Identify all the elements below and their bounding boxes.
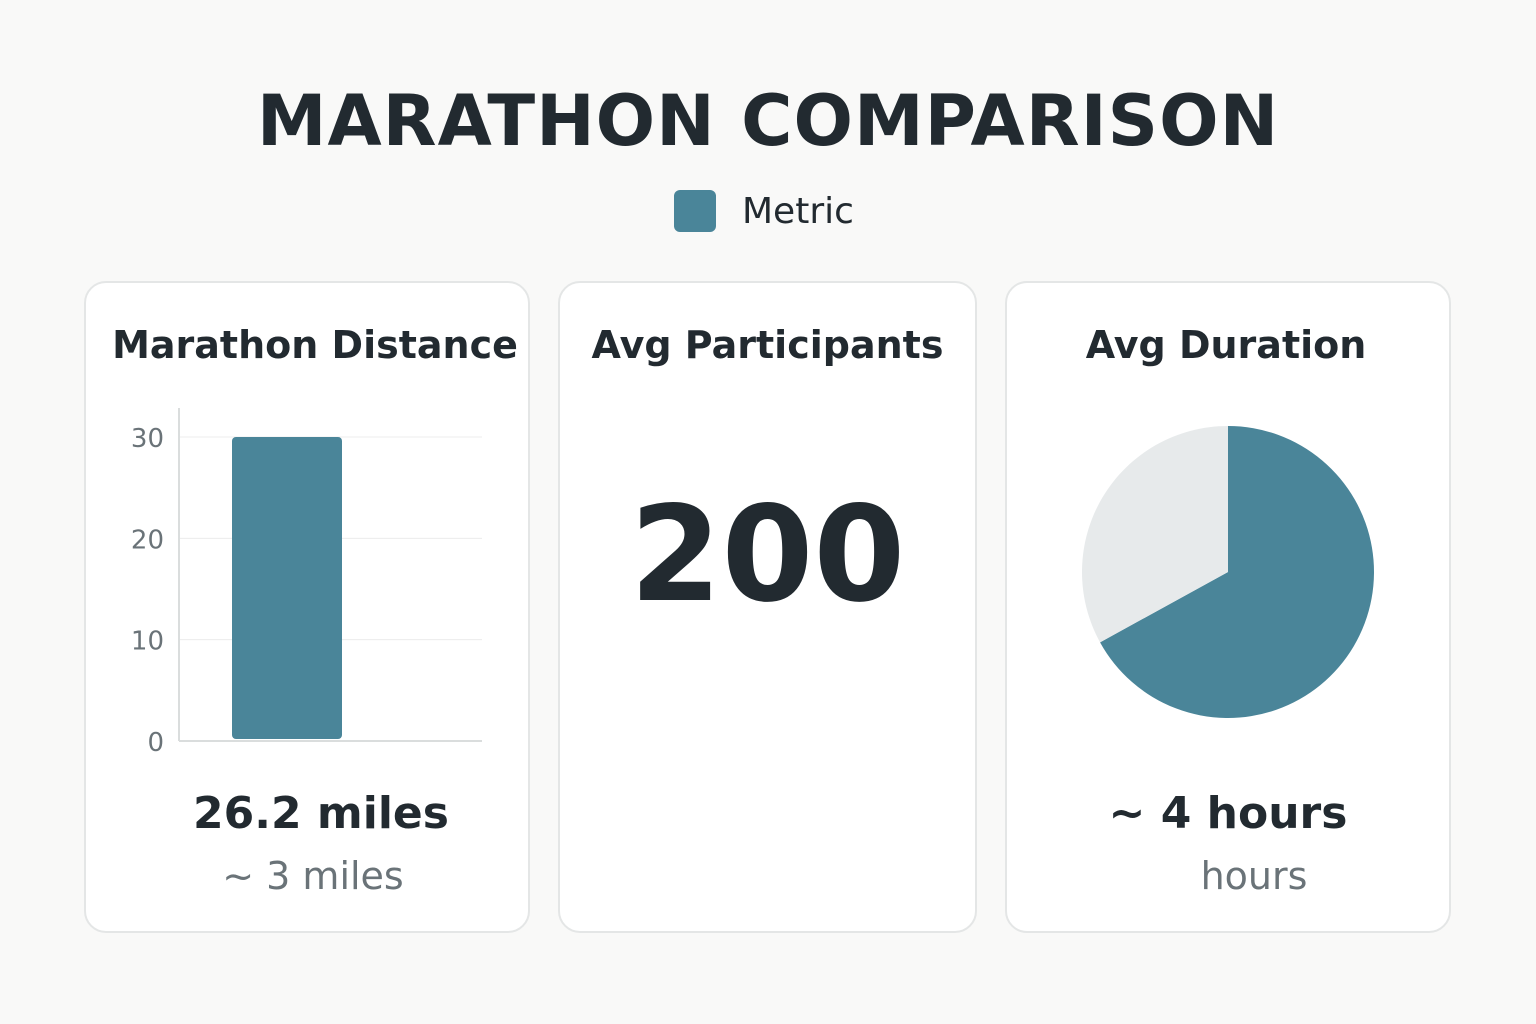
- distance-bar-chart: 0 10 20 30: [131, 408, 482, 758]
- participants-card-title: Avg Participants: [591, 323, 944, 367]
- pie-slice: [1082, 426, 1228, 643]
- participants-value: 200: [629, 478, 906, 632]
- legend-swatch: [674, 190, 716, 232]
- distance-card-title: Marathon Distance: [112, 323, 518, 367]
- y-tick-label: 30: [131, 424, 164, 454]
- pie-slice: [1100, 426, 1374, 718]
- legend: Metric: [674, 188, 854, 234]
- duration-card: Avg Duration ~ 4 hours hours: [1005, 281, 1451, 933]
- duration-subtext: hours: [1200, 854, 1308, 898]
- duration-pie-chart: [1082, 426, 1374, 718]
- y-tick-label: 10: [131, 627, 164, 657]
- bar: [232, 437, 342, 739]
- chart-title: MARATHON COMPARISON: [256, 80, 1280, 162]
- y-tick-label: 20: [131, 525, 164, 555]
- duration-card-title: Avg Duration: [1085, 323, 1367, 367]
- distance-card: Marathon Distance 0 10 20 30 26.2 miles ~ 3…: [84, 281, 530, 933]
- distance-subtext: ~ 3 miles: [222, 854, 404, 898]
- distance-value: 26.2 miles: [193, 788, 449, 839]
- y-tick-label: 0: [147, 728, 164, 758]
- legend-label: Metric: [742, 190, 854, 232]
- duration-value: ~ 4 hours: [1108, 788, 1348, 839]
- participants-card: Avg Participants 200: [558, 281, 977, 933]
